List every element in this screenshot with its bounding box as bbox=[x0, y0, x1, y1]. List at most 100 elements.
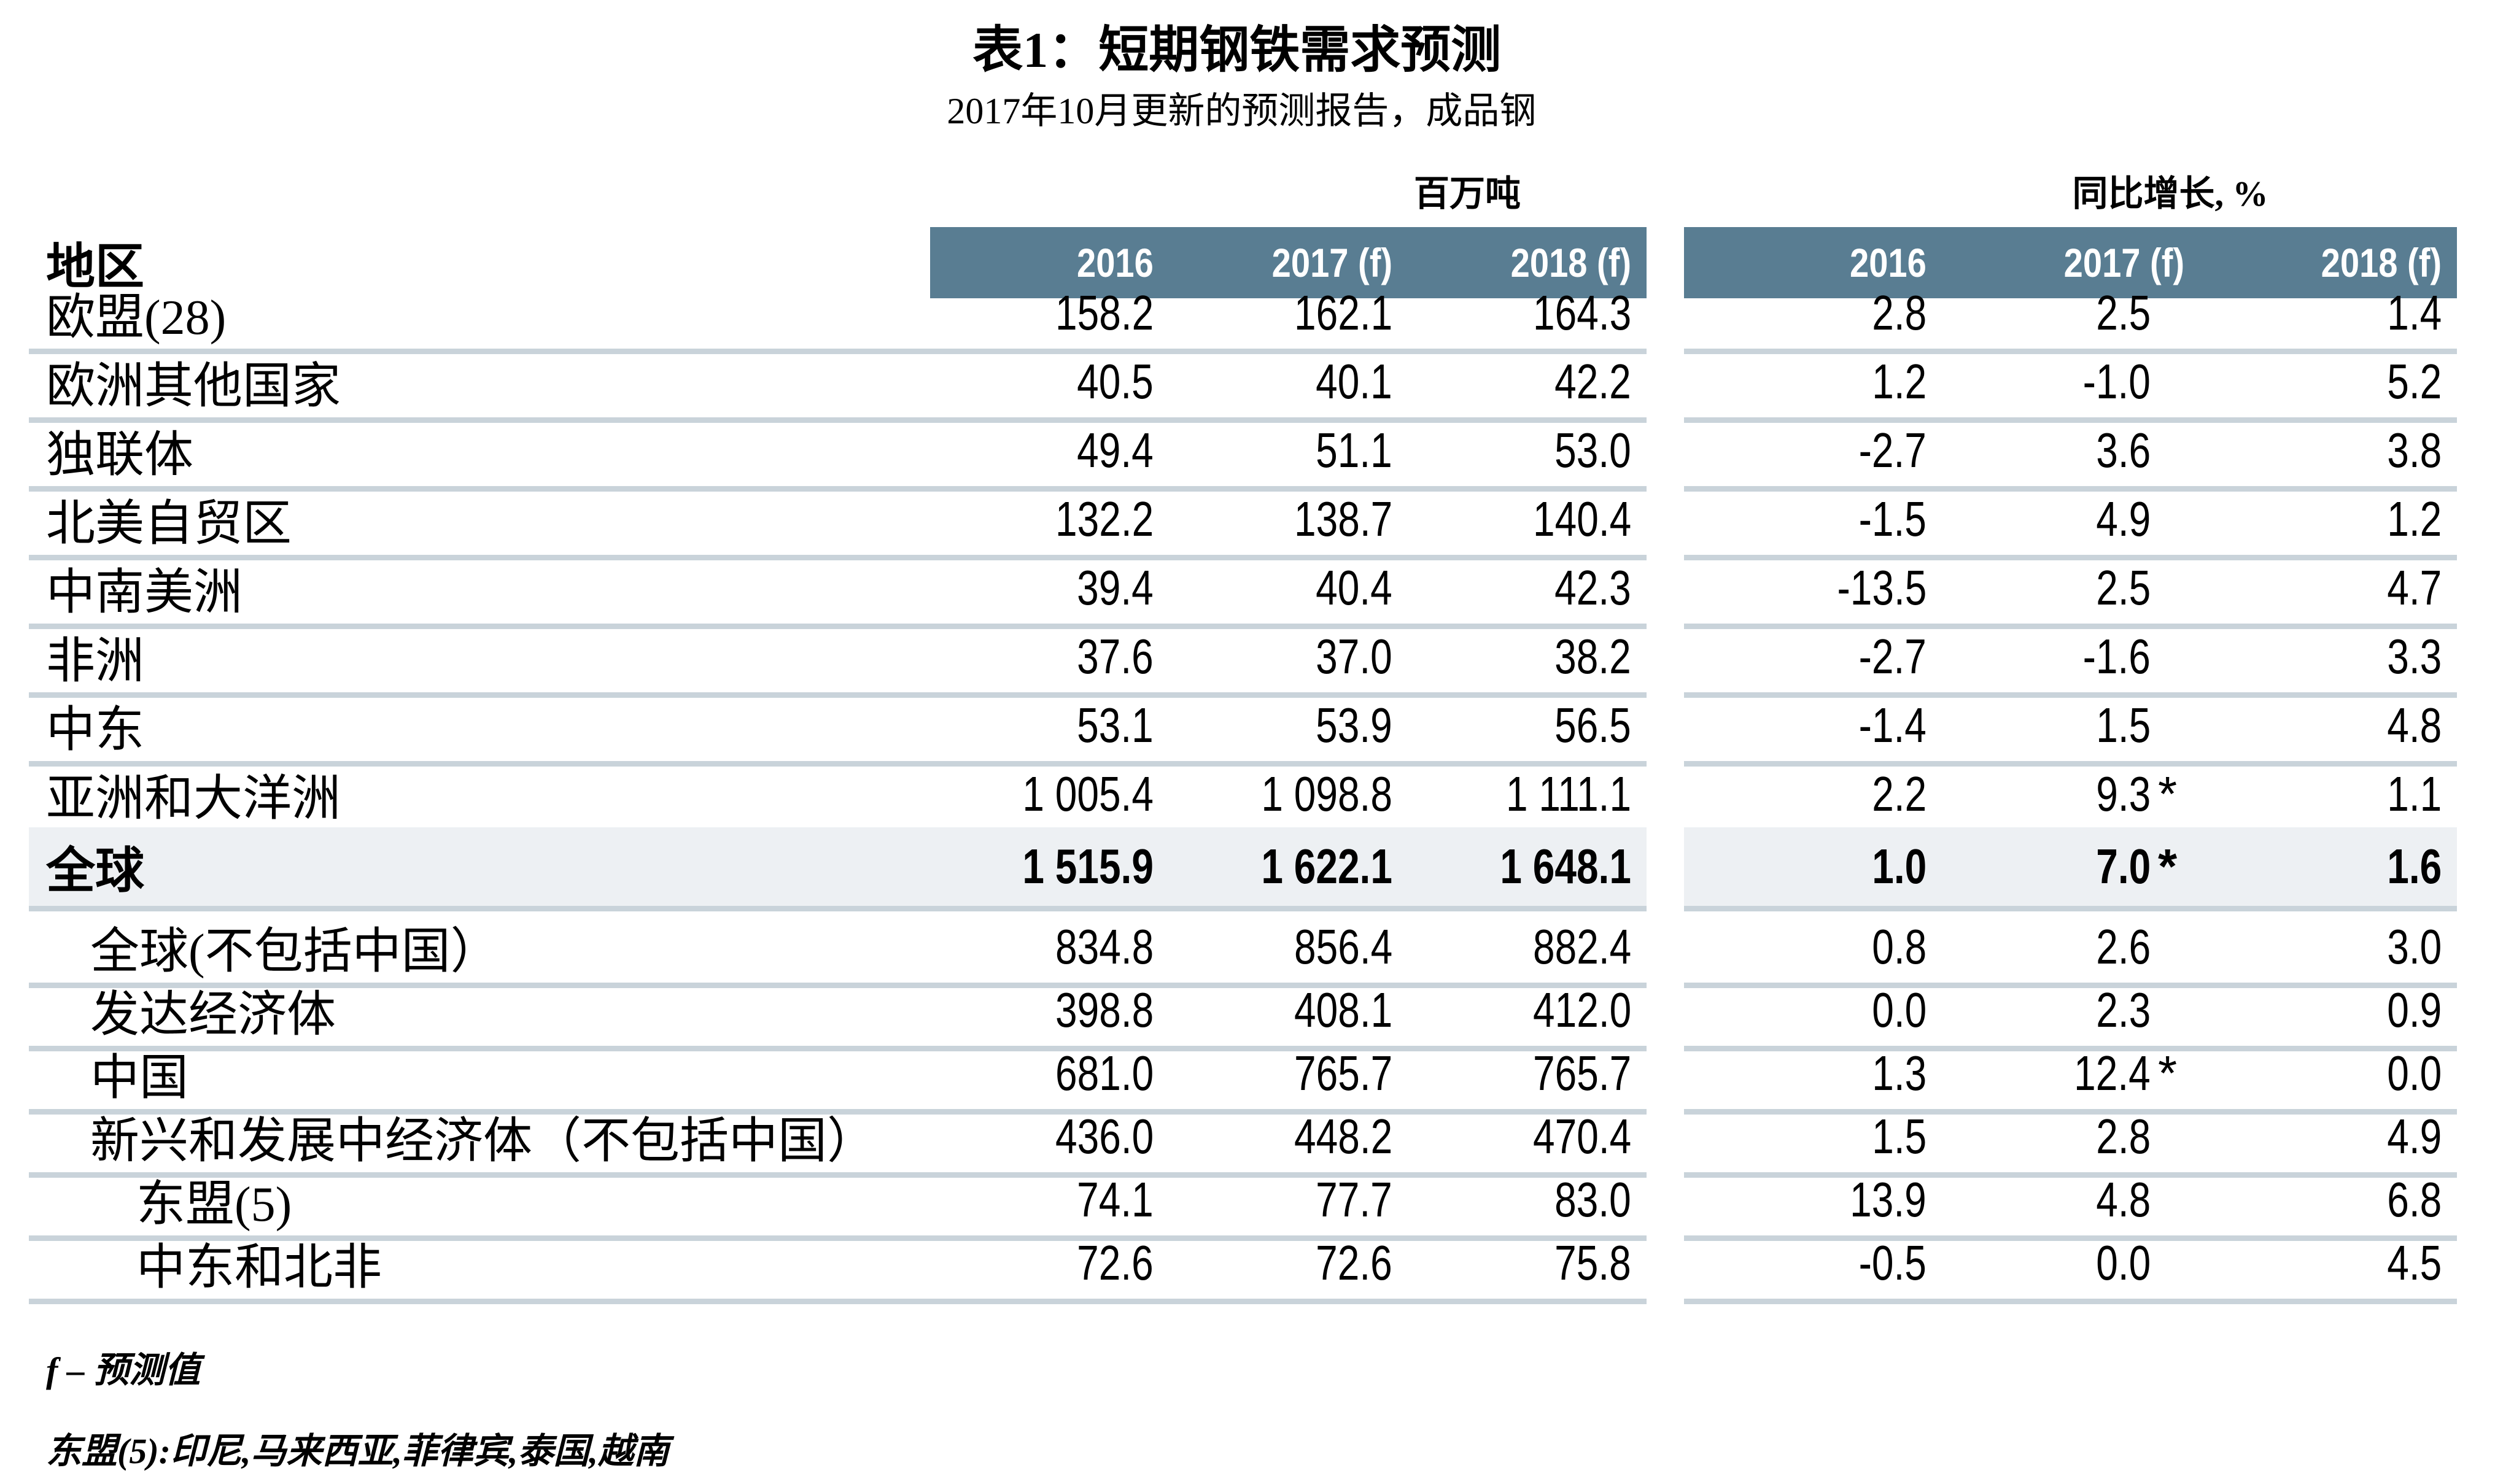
million-tonnes-value-cell: 856.4 bbox=[1169, 911, 1408, 988]
growth-percent-value-cell: 2.5 bbox=[1942, 277, 2200, 354]
value-text: 765.7 bbox=[1294, 1046, 1392, 1100]
value-text: 1.5 bbox=[2096, 698, 2151, 752]
value-text: 40.5 bbox=[1077, 354, 1154, 409]
growth-percent-value-cell: -0.5 bbox=[1684, 1227, 1942, 1304]
value-text: 39.4 bbox=[1077, 560, 1154, 615]
value-text: 681.0 bbox=[1055, 1046, 1154, 1100]
table-row: 中东 53.1 53.9 56.5 -1.4 1.5 4.8 bbox=[29, 690, 2457, 767]
region-column-header: 地区 bbox=[46, 241, 144, 295]
column-group-gap bbox=[1647, 690, 1684, 767]
asterisk-marker: * bbox=[2158, 767, 2178, 821]
value-text: 12.4 bbox=[2074, 1046, 2151, 1100]
column-group-labels: 百万吨 同比增长, % bbox=[29, 147, 2457, 227]
growth-percent-value-cell: 9.3 * bbox=[1942, 759, 2200, 835]
million-tonnes-value-cell: 38.2 bbox=[1408, 621, 1647, 698]
value-text: 1.3 bbox=[1872, 1046, 1927, 1100]
column-header-label: 2017 (f) bbox=[2063, 240, 2184, 285]
table-row: 中国 681.0 765.7 765.7 1.3 12.4 * 0.0 bbox=[29, 1038, 2457, 1115]
value-text: 4.5 bbox=[2387, 1235, 2442, 1290]
value-text: 75.8 bbox=[1554, 1235, 1631, 1290]
value-text: 42.3 bbox=[1554, 560, 1631, 615]
value-text: 72.6 bbox=[1077, 1235, 1154, 1290]
column-header-growth-2016: 2016 bbox=[1684, 227, 1942, 298]
value-text: 436.0 bbox=[1055, 1109, 1154, 1164]
growth-percent-value-cell: 5.2 bbox=[2200, 346, 2457, 423]
value-text: 4.9 bbox=[2096, 492, 2151, 546]
column-header-growth-2017f: 2017 (f) bbox=[1942, 227, 2200, 298]
value-text: 0.9 bbox=[2387, 983, 2442, 1037]
growth-percent-value-cell: 13.9 bbox=[1684, 1164, 1942, 1241]
growth-percent-value-cell: 4.8 bbox=[1942, 1164, 2200, 1241]
value-text: 2.5 bbox=[2096, 560, 2151, 615]
growth-percent-value-cell: 3.3 bbox=[2200, 621, 2457, 698]
value-text: 38.2 bbox=[1554, 629, 1631, 684]
value-text: 164.3 bbox=[1532, 285, 1631, 340]
footnote-forecast-definition: f – 预测值 bbox=[46, 1350, 201, 1390]
million-tonnes-value-cell: 448.2 bbox=[1169, 1101, 1408, 1178]
row-label: 欧洲其他国家 bbox=[29, 346, 930, 423]
million-tonnes-value-cell: 75.8 bbox=[1408, 1227, 1647, 1304]
table-row: 独联体 49.4 51.1 53.0 -2.7 3.6 3.8 bbox=[29, 415, 2457, 492]
value-text: 40.4 bbox=[1316, 560, 1392, 615]
value-text: -2.7 bbox=[1858, 423, 1927, 477]
row-label: 发达经济体 bbox=[29, 975, 930, 1051]
table-row: 亚洲和大洋洲 1 005.4 1 098.8 1 111.1 2.2 9.3 * 1.1 bbox=[29, 759, 2457, 835]
million-tonnes-value-cell: 51.1 bbox=[1169, 415, 1408, 492]
growth-percent-value-cell: 2.3 bbox=[1942, 975, 2200, 1051]
growth-percent-value-cell: 2.8 bbox=[1942, 1101, 2200, 1178]
column-header-label: 2018 (f) bbox=[1510, 240, 1631, 285]
value-text: 56.5 bbox=[1554, 698, 1631, 752]
million-tonnes-value-cell: 436.0 bbox=[930, 1101, 1169, 1178]
growth-percent-value-cell: 1.3 bbox=[1684, 1038, 1942, 1115]
growth-percent-value-cell: -1.4 bbox=[1684, 690, 1942, 767]
value-text: 53.9 bbox=[1316, 698, 1392, 752]
value-text: 2.6 bbox=[2096, 919, 2151, 974]
value-text: 132.2 bbox=[1055, 492, 1154, 546]
row-label: 亚洲和大洋洲 bbox=[29, 759, 930, 835]
value-text: 448.2 bbox=[1294, 1109, 1392, 1164]
value-text: 3.3 bbox=[2387, 629, 2442, 684]
value-text: -1.6 bbox=[2082, 629, 2151, 684]
million-tonnes-value-cell: 39.4 bbox=[930, 552, 1169, 629]
value-text: 2.2 bbox=[1872, 767, 1927, 821]
value-text: 3.6 bbox=[2096, 423, 2151, 477]
million-tonnes-value-cell: 140.4 bbox=[1408, 484, 1647, 560]
growth-percent-value-cell: 3.6 bbox=[1942, 415, 2200, 492]
column-group-gap bbox=[1647, 484, 1684, 560]
value-text: 1.1 bbox=[2387, 767, 2442, 821]
growth-percent-value-cell: 4.5 bbox=[2200, 1227, 2457, 1304]
column-header-growth-2018f: 2018 (f) bbox=[2200, 227, 2457, 298]
million-tonnes-value-cell: 681.0 bbox=[930, 1038, 1169, 1115]
column-group-gap bbox=[1647, 759, 1684, 835]
growth-percent-value-cell: 6.8 bbox=[2200, 1164, 2457, 1241]
value-text: 2.8 bbox=[1872, 285, 1927, 340]
growth-percent-value-cell: -13.5 bbox=[1684, 552, 1942, 629]
growth-percent-value-cell: 3.0 bbox=[2200, 911, 2457, 988]
column-group-gap bbox=[1647, 1227, 1684, 1304]
million-tonnes-value-cell: 56.5 bbox=[1408, 690, 1647, 767]
value-text: -1.5 bbox=[1858, 492, 1927, 546]
growth-percent-value-cell: 2.6 bbox=[1942, 911, 2200, 988]
value-text: 72.6 bbox=[1316, 1235, 1392, 1290]
row-label: 新兴和发展中经济体（不包括中国） bbox=[29, 1101, 930, 1178]
million-tonnes-value-cell: 882.4 bbox=[1408, 911, 1647, 988]
table-row: 全球 1 515.9 1 622.1 1 648.1 1.0 7.0 * 1.6 bbox=[29, 827, 2457, 911]
growth-percent-value-cell: -1.6 bbox=[1942, 621, 2200, 698]
column-header-label: 2016 bbox=[1077, 240, 1154, 285]
footnotes: f – 预测值 东盟(5):印尼,马来西亚,菲律宾,泰国,越南 bbox=[46, 1341, 669, 1474]
value-text: 1.2 bbox=[2387, 492, 2442, 546]
table-header-row: 地区 2016 2017 (f) 2018 (f) 2016 2017 (f) … bbox=[29, 227, 2457, 298]
value-text: 0.8 bbox=[1872, 919, 1927, 974]
value-text: 1.2 bbox=[1872, 354, 1927, 409]
million-tonnes-value-cell: 132.2 bbox=[930, 484, 1169, 560]
growth-percent-value-cell: 1.4 bbox=[2200, 277, 2457, 354]
value-text: 765.7 bbox=[1532, 1046, 1631, 1100]
value-text: -0.5 bbox=[1858, 1235, 1927, 1290]
value-text: 140.4 bbox=[1532, 492, 1631, 546]
million-tonnes-value-cell: 1 098.8 bbox=[1169, 759, 1408, 835]
million-tonnes-value-cell: 53.1 bbox=[930, 690, 1169, 767]
million-tonnes-value-cell: 37.0 bbox=[1169, 621, 1408, 698]
group-label-million-tonnes: 百万吨 bbox=[1413, 174, 1521, 214]
value-text: 0.0 bbox=[2096, 1235, 2151, 1290]
million-tonnes-value-cell: 408.1 bbox=[1169, 975, 1408, 1051]
